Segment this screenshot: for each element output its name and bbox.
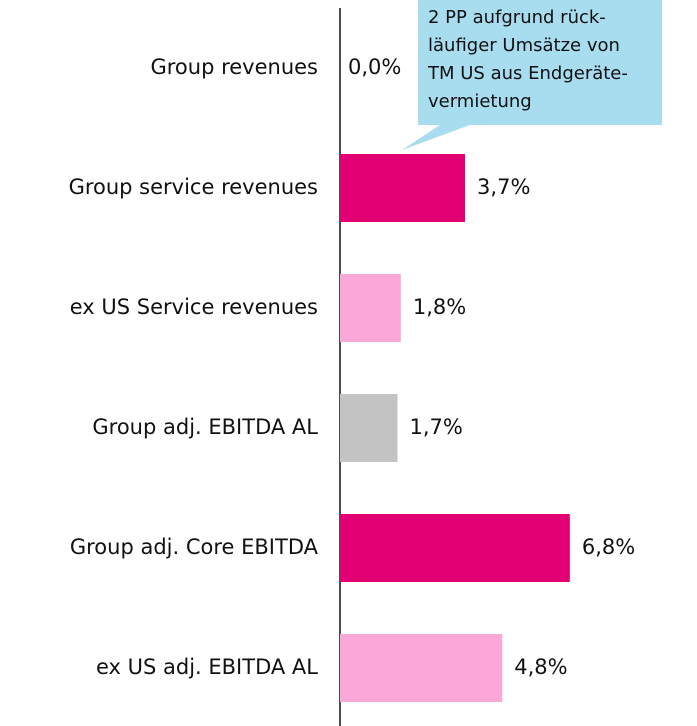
bar — [340, 274, 401, 342]
bar — [340, 394, 398, 462]
value-label: 6,8% — [582, 535, 635, 559]
value-label: 1,7% — [409, 415, 462, 439]
callout-box — [402, 0, 662, 150]
annotation-text: TM US aus Endgeräte- — [427, 63, 628, 84]
value-label: 1,8% — [413, 295, 466, 319]
category-label: Group adj. Core EBITDA — [70, 535, 319, 559]
category-label: Group revenues — [150, 55, 318, 79]
value-label: 3,7% — [477, 175, 530, 199]
annotation-text: läufiger Umsätze von — [428, 35, 620, 56]
category-label: ex US Service revenues — [70, 295, 318, 319]
bar — [340, 154, 466, 222]
category-label: Group service revenues — [69, 175, 318, 199]
value-label: 4,8% — [514, 655, 567, 679]
bar — [340, 514, 570, 582]
value-label: 0,0% — [348, 55, 401, 79]
category-label: ex US adj. EBITDA AL — [96, 655, 318, 679]
annotation-text: 2 PP aufgrund rück- — [428, 7, 606, 28]
category-label: Group adj. EBITDA AL — [92, 415, 318, 439]
bar — [340, 634, 503, 702]
annotation-text: vermietung — [428, 91, 532, 112]
